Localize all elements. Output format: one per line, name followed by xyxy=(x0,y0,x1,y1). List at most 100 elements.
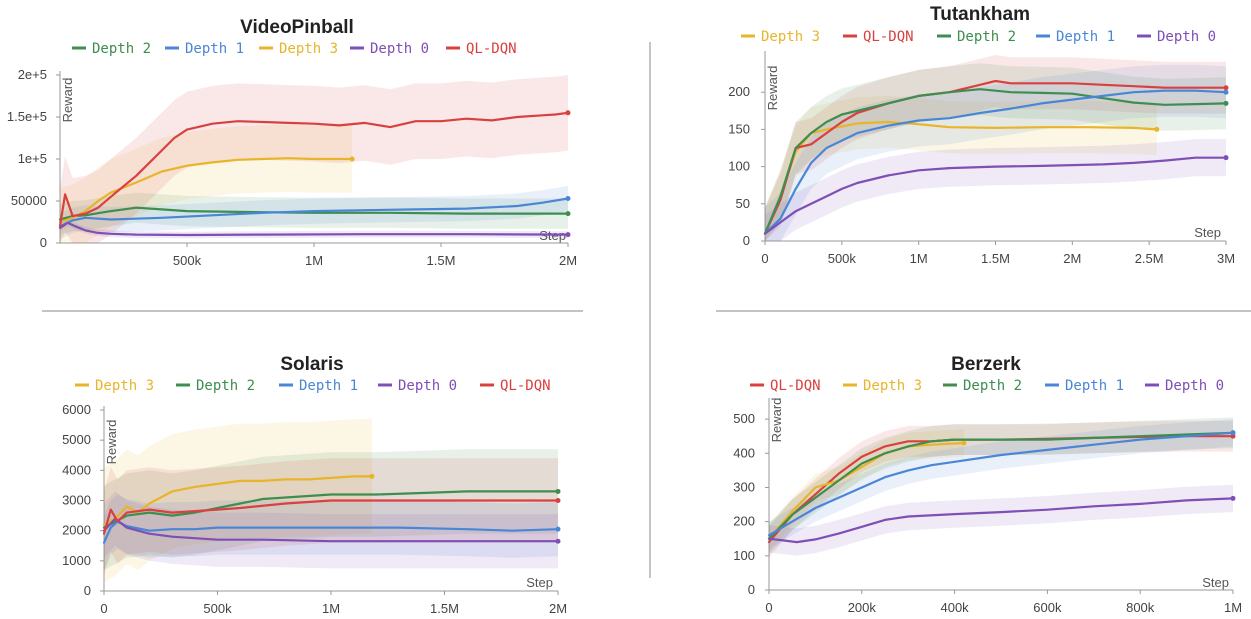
x-tick-label: 600k xyxy=(1033,600,1062,615)
series-end-point xyxy=(369,473,375,479)
y-tick-label: 500 xyxy=(733,411,755,426)
x-tick-label: 2.5M xyxy=(1135,251,1164,266)
series-end-point xyxy=(555,498,561,503)
x-tick-label: 500k xyxy=(173,253,202,268)
series-end-point xyxy=(565,110,571,116)
y-tick-label: 1.5e+5 xyxy=(7,109,47,124)
legend-label: Depth 3 xyxy=(279,41,338,57)
chart-title: VideoPinball xyxy=(240,17,354,38)
legend-label: Depth 0 xyxy=(1157,29,1216,45)
legend-item: Depth 0 xyxy=(1145,378,1224,394)
series-end-point xyxy=(1223,85,1229,91)
legend-label: QL-DQN xyxy=(863,29,914,45)
y-axis-label: Reward xyxy=(104,420,119,465)
y-tick-label: 0 xyxy=(40,235,47,250)
series-line-depth-2 xyxy=(58,206,570,221)
series-end-point xyxy=(555,538,561,544)
y-tick-label: 100 xyxy=(733,548,755,563)
x-tick-label: 1M xyxy=(322,601,340,616)
x-tick-label: 2M xyxy=(1063,251,1081,266)
series-end-point xyxy=(1230,430,1236,436)
legend-label: Depth 1 xyxy=(1056,29,1115,45)
series-line-depth-3 xyxy=(767,441,966,540)
y-tick-label: 300 xyxy=(733,479,755,494)
series-end-point xyxy=(1223,155,1229,161)
legend-label: Depth 0 xyxy=(370,41,429,57)
y-tick-label: 1e+5 xyxy=(18,151,47,166)
legend-item: Depth 1 xyxy=(279,378,358,394)
x-tick-label: 500k xyxy=(203,601,232,616)
legend-label: QL-DQN xyxy=(770,378,821,394)
y-tick-label: 200 xyxy=(733,514,755,529)
chart-title: Solaris xyxy=(280,354,343,375)
x-axis-label: Step xyxy=(1202,575,1229,590)
y-tick-label: 5000 xyxy=(62,432,91,447)
chart-title: Tutankham xyxy=(930,4,1030,25)
series-line-depth-0 xyxy=(767,497,1235,544)
chart-panel-videopinball: VideoPinball Depth 2 Depth 1 Depth 3 Depth 0… xyxy=(7,17,577,268)
y-tick-label: 200 xyxy=(728,84,750,99)
y-tick-label: 2e+5 xyxy=(18,67,47,82)
y-tick-label: 100 xyxy=(728,159,750,174)
y-tick-label: 2000 xyxy=(62,523,91,538)
series-end-point xyxy=(555,526,561,532)
series-end-point xyxy=(961,440,967,446)
legend-item: Depth 0 xyxy=(1137,29,1216,45)
x-axis-label: Step xyxy=(526,575,553,590)
chart-title: Berzerk xyxy=(951,354,1021,375)
x-tick-label: 2M xyxy=(559,253,577,268)
series-end-point xyxy=(565,232,571,238)
series-line-depth-1 xyxy=(763,89,1228,235)
chart-panel-solaris: Solaris Depth 3 Depth 2 Depth 1 Depth 0 QL-DQ… xyxy=(62,354,567,616)
series-line-depth-1 xyxy=(767,431,1235,537)
legend-label: Depth 2 xyxy=(196,378,255,394)
legend-item: Depth 0 xyxy=(350,41,429,57)
y-tick-label: 50 xyxy=(736,196,750,211)
y-tick-label: 400 xyxy=(733,445,755,460)
series-band-depth-3 xyxy=(60,124,353,243)
x-tick-label: 3M xyxy=(1217,251,1235,266)
series-band-depth-1 xyxy=(765,64,1226,241)
legend-item: Depth 2 xyxy=(72,41,151,57)
series-band-ql-dqn xyxy=(765,55,1226,241)
series-line-ql-dqn xyxy=(102,499,560,535)
series-line-depth-0 xyxy=(763,156,1228,235)
x-tick-label: 200k xyxy=(848,600,877,615)
x-tick-label: 1.5M xyxy=(427,253,456,268)
x-tick-label: 2M xyxy=(549,601,567,616)
x-tick-label: 1M xyxy=(1224,600,1242,615)
y-axis-label: Reward xyxy=(765,66,780,111)
y-tick-label: 0 xyxy=(743,233,750,248)
y-tick-label: 3000 xyxy=(62,493,91,508)
series-line-depth-1 xyxy=(58,197,570,228)
series-band-depth-1 xyxy=(769,419,1233,549)
legend-label: Depth 2 xyxy=(963,378,1022,394)
series-line-depth-2 xyxy=(767,431,1235,540)
y-tick-label: 0 xyxy=(748,582,755,597)
legend-item: Depth 2 xyxy=(937,29,1016,45)
legend-item: QL-DQN xyxy=(750,378,821,394)
legend-label: QL-DQN xyxy=(466,41,517,57)
y-tick-label: 4000 xyxy=(62,462,91,477)
y-tick-label: 50000 xyxy=(11,193,47,208)
y-axis-label: Reward xyxy=(60,78,75,123)
legend-label: Depth 2 xyxy=(92,41,151,57)
legend-item: Depth 2 xyxy=(176,378,255,394)
y-tick-label: 150 xyxy=(728,121,750,136)
series-band-ql-dqn xyxy=(769,420,1233,558)
legend-item: Depth 1 xyxy=(1036,29,1115,45)
legend-item: QL-DQN xyxy=(446,41,517,57)
legend-label: Depth 3 xyxy=(863,378,922,394)
legend-item: Depth 3 xyxy=(843,378,922,394)
legend-item: Depth 0 xyxy=(378,378,457,394)
series-band-depth-1 xyxy=(104,494,558,570)
series-line-depth-0 xyxy=(102,517,560,543)
series-end-point xyxy=(1223,89,1229,95)
x-tick-label: 0 xyxy=(765,600,772,615)
legend-label: Depth 3 xyxy=(761,29,820,45)
series-band-ql-dqn xyxy=(104,458,558,576)
series-band-depth-0 xyxy=(104,491,558,569)
x-tick-label: 0 xyxy=(100,601,107,616)
x-tick-label: 500k xyxy=(828,251,857,266)
